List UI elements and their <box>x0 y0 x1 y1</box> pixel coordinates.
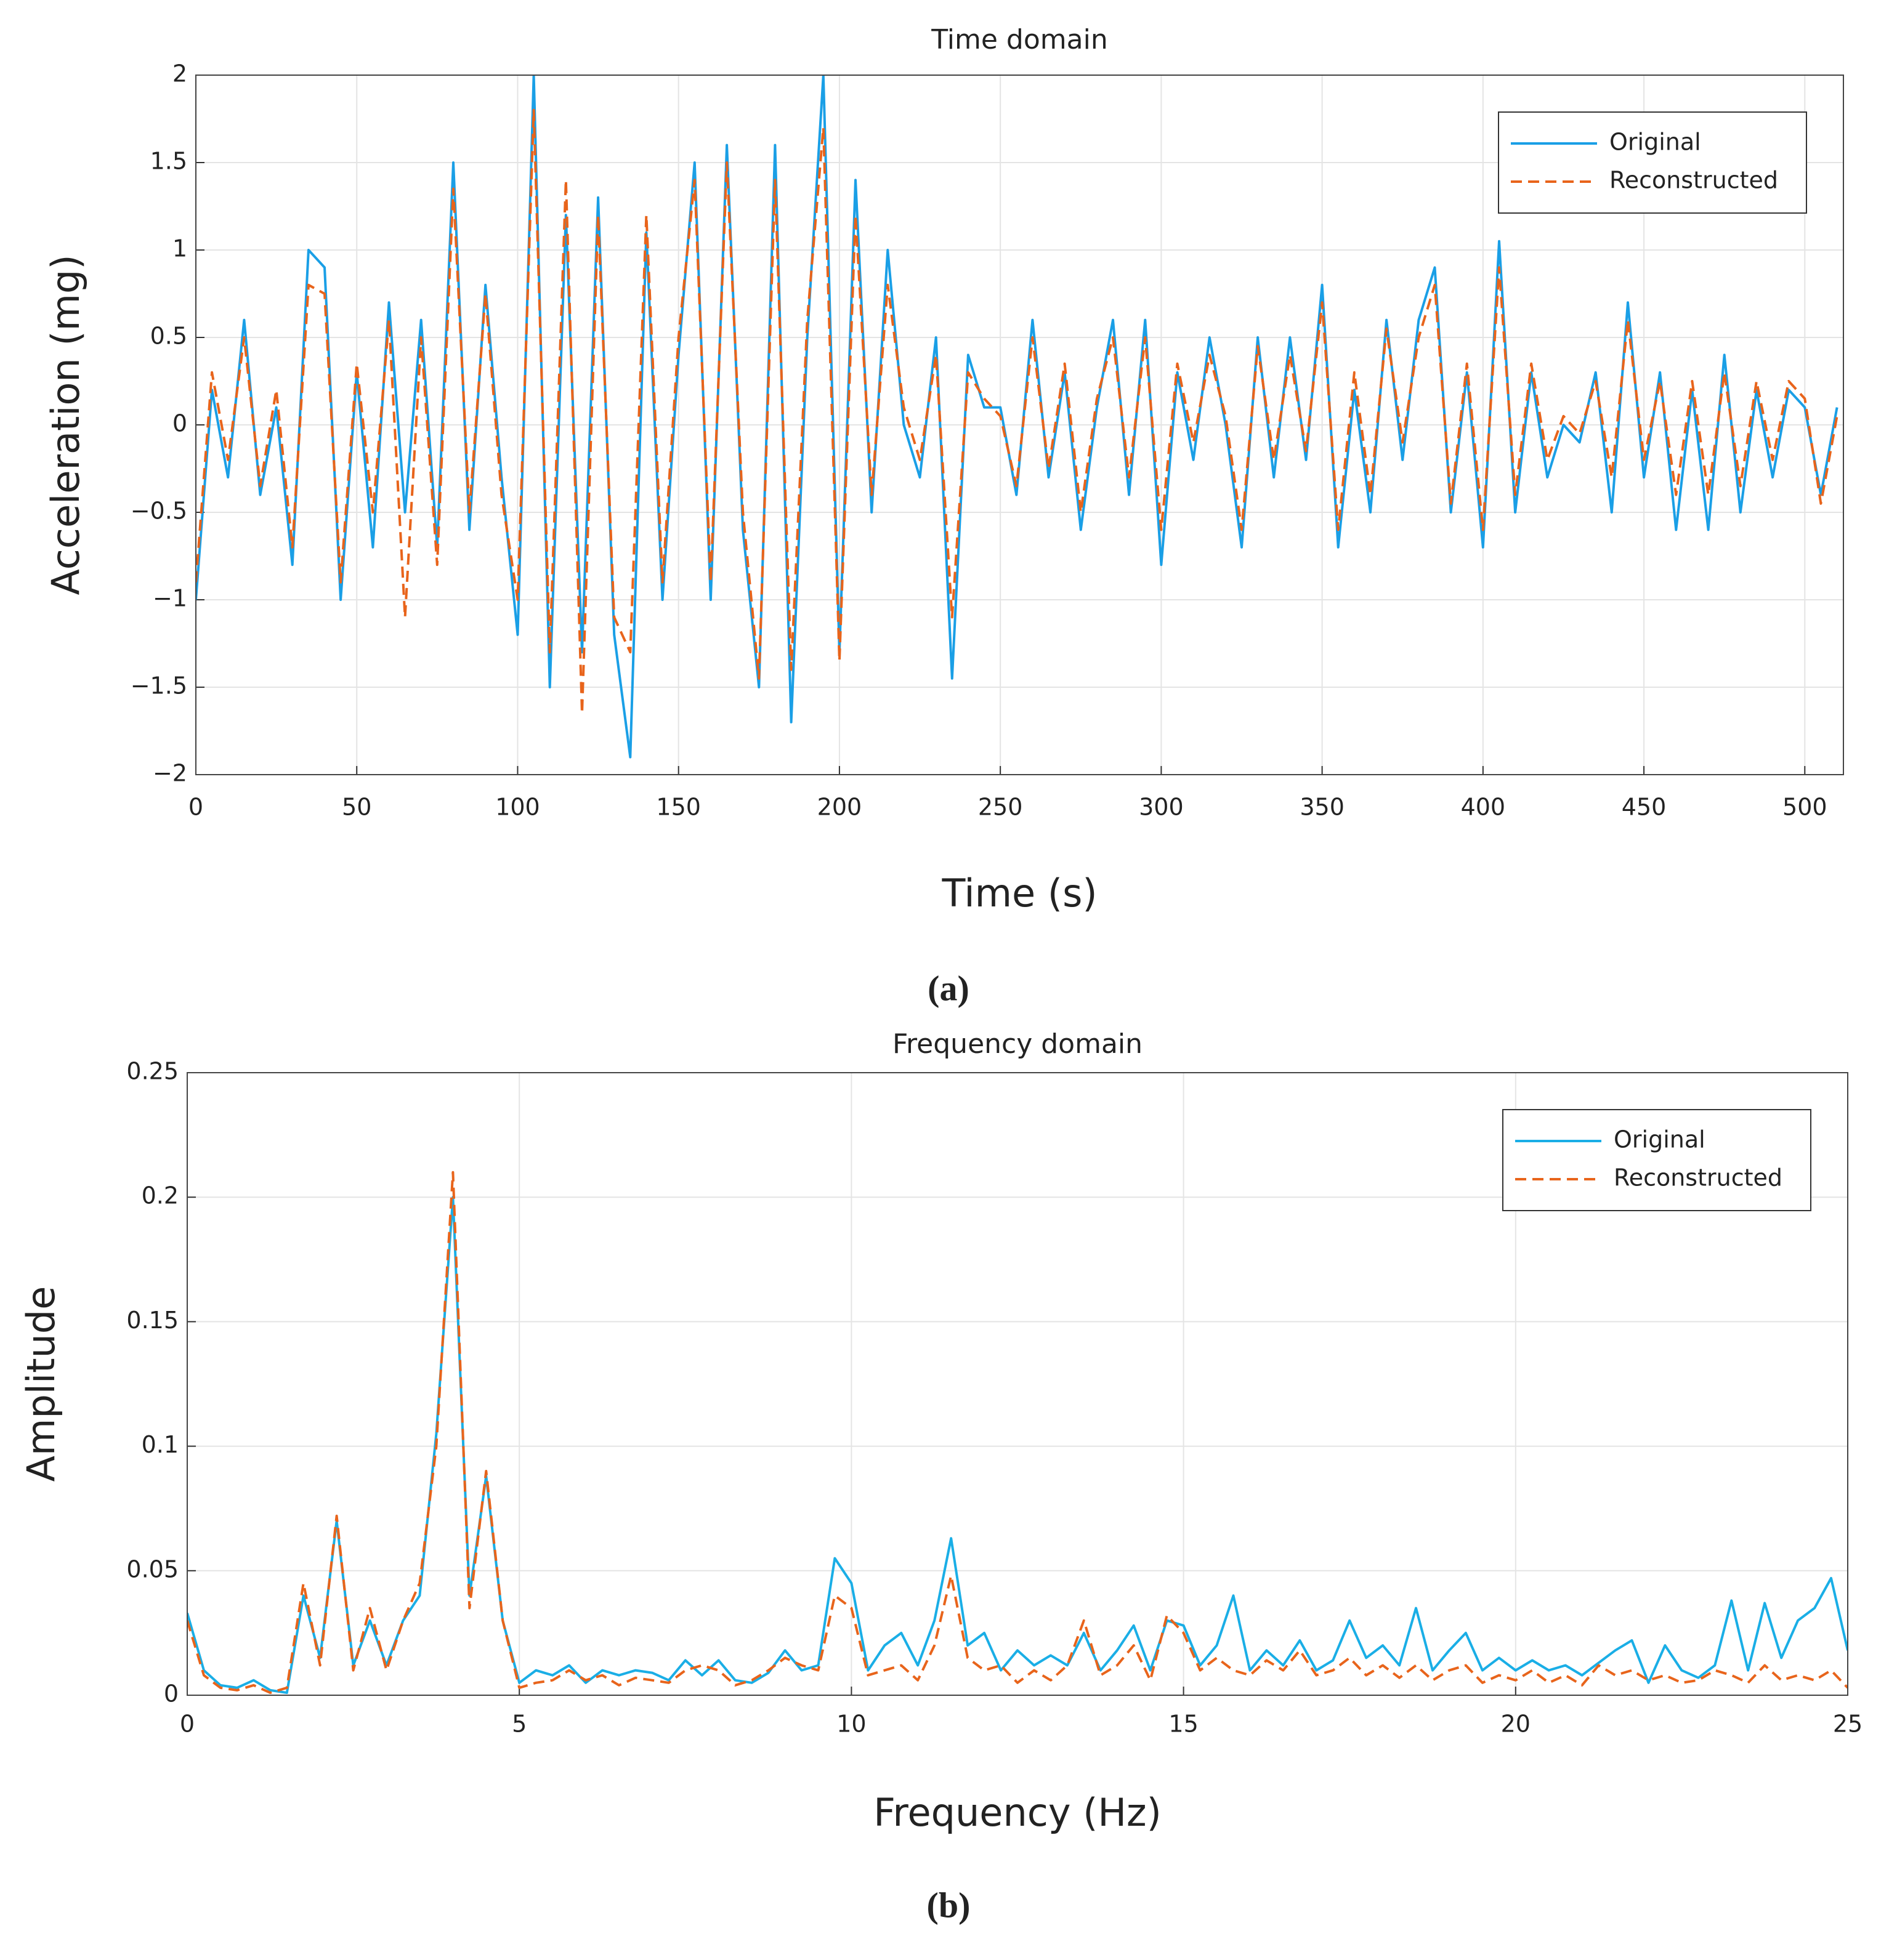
legend-box <box>1502 1109 1811 1211</box>
x-tick-label: 450 <box>1622 794 1667 821</box>
chart-title: Frequency domain <box>892 1028 1143 1060</box>
chart: −2 −1.5 −1 −0.5 0 0.5 1 1.5 2 0 50 100 150 200 250 300 3… <box>43 24 1844 1008</box>
x-tick-label: 400 <box>1461 794 1506 821</box>
x-tick-label: 500 <box>1782 794 1827 821</box>
y-tick-label: 0.05 <box>126 1555 179 1583</box>
x-tick-label: 0 <box>180 1711 195 1738</box>
x-tick-label: 300 <box>1139 794 1184 821</box>
y-tick-label: 0.15 <box>126 1307 179 1334</box>
x-tick-label: 0 <box>188 794 203 821</box>
x-tick-label: 100 <box>495 794 540 821</box>
y-tick-label: 0.5 <box>150 323 187 350</box>
x-tick-label: 5 <box>512 1711 527 1738</box>
caption: (a) <box>928 968 969 1008</box>
x-tick-label: 200 <box>817 794 862 821</box>
y-tick-label: 0.2 <box>142 1182 179 1209</box>
y-tick-label: 0 <box>164 1680 179 1708</box>
y-tick-label: −2 <box>153 760 187 787</box>
x-tick-label: 150 <box>656 794 701 821</box>
chart: 0 0.05 0.1 0.15 0.2 0.25 0 5 10 15 20 25 Frequency d… <box>18 1028 1863 1925</box>
y-axis-label: Acceleration (mg) <box>43 254 88 595</box>
plot-frame <box>195 75 1844 775</box>
legend-label: Reconstructed <box>1609 167 1778 194</box>
y-tick-label: 2 <box>172 60 187 87</box>
x-tick-label: 10 <box>836 1711 866 1738</box>
legend-label: Original <box>1614 1126 1705 1153</box>
y-tick-label: 1.5 <box>150 148 187 175</box>
y-tick-label: −1.5 <box>131 672 187 700</box>
y-tick-label: 0.25 <box>126 1058 179 1085</box>
y-tick-label: −1 <box>153 585 187 612</box>
y-tick-label: −0.5 <box>131 498 187 525</box>
x-tick-label: 250 <box>978 794 1023 821</box>
x-tick-label: 25 <box>1833 1711 1863 1738</box>
plot-frame <box>187 1072 1848 1696</box>
y-tick-label: 0.1 <box>142 1431 179 1458</box>
x-tick-label: 20 <box>1501 1711 1531 1738</box>
y-axis-label: Amplitude <box>18 1286 63 1482</box>
legend-label: Original <box>1609 129 1701 156</box>
legend-label: Reconstructed <box>1614 1164 1782 1192</box>
x-axis-label: Frequency (Hz) <box>873 1790 1162 1835</box>
series-line <box>196 108 1838 715</box>
x-tick-label: 350 <box>1300 794 1345 821</box>
legend-box <box>1498 111 1807 214</box>
chart-title: Time domain <box>931 24 1107 55</box>
series-line <box>196 75 1838 759</box>
x-tick-label: 50 <box>342 794 371 821</box>
y-tick-label: 0 <box>172 410 187 437</box>
series-line <box>187 1171 1848 1694</box>
series-line <box>187 1196 1848 1694</box>
x-tick-label: 15 <box>1168 1711 1198 1738</box>
caption: (b) <box>927 1885 971 1925</box>
x-axis-label: Time (s) <box>941 871 1097 916</box>
y-tick-label: 1 <box>172 235 187 262</box>
